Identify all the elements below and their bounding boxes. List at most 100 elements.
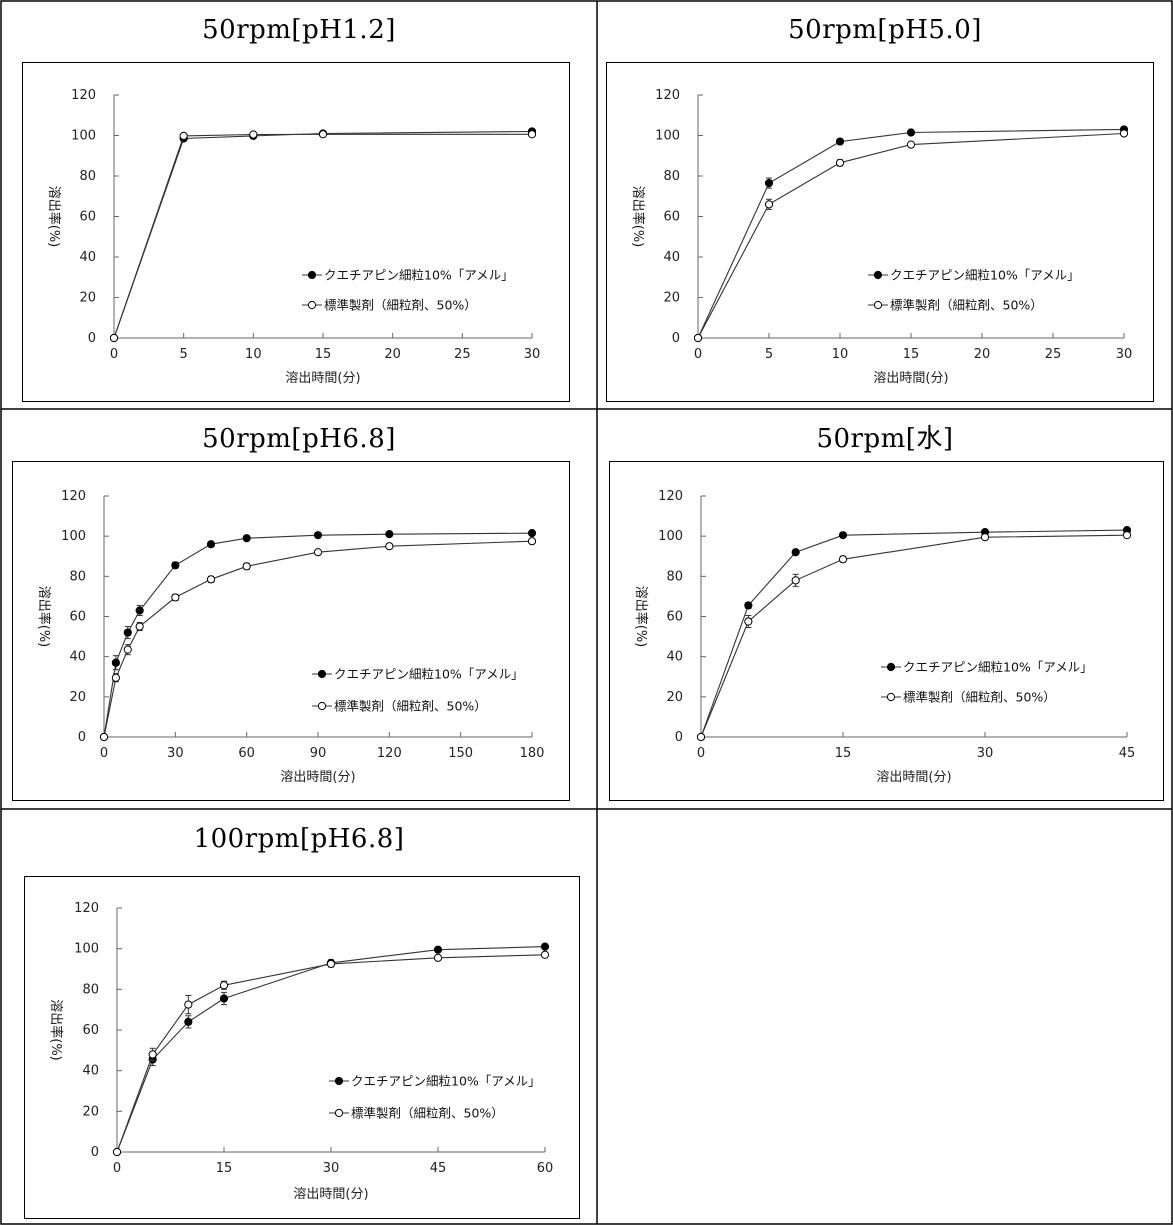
y-tick-label: 20 [663,291,680,306]
x-axis-label: 溶出時間(分) [280,770,355,785]
x-axis-label: 溶出時間(分) [873,371,948,386]
x-tick-label: 30 [167,746,184,761]
y-tick-label: 60 [82,1023,99,1038]
plot-frame [24,876,580,1219]
chart-title: 50rpm[pH1.2] [202,15,396,45]
data-point [184,1000,193,1009]
data-point [111,673,120,682]
data-point [906,128,916,137]
series-line-1 [103,532,533,738]
x-tick-label: 10 [245,347,262,362]
legend-label: クエチアピン細粒10%「アメル」 [903,660,1093,675]
data-point [318,130,328,139]
chart-frame: 0 20 40 60 80 100 120 0 5 10 15 20 25 30 溶出時間(分) 溶出率(%)… [22,62,570,402]
y-tick-label: 0 [78,730,86,745]
y-tick-label: 0 [88,331,96,346]
y-tick-label: 80 [666,569,683,584]
data-point [744,617,753,626]
chart-title: 50rpm[水] [816,424,954,454]
y-tick-label: 60 [666,610,683,625]
x-tick-label: 0 [694,347,702,362]
legend-marker [873,270,883,280]
data-point [219,981,229,990]
y-tick-label: 120 [655,88,680,103]
data-point [1119,129,1129,138]
legend-marker [873,300,883,310]
x-axis-label: 溶出時間(分) [293,1187,368,1202]
x-tick-label: 25 [1045,347,1062,362]
chart-svg: 0 20 40 60 80 100 120 0 15 30 45 溶出時間(分) 溶出率(%) クエチアピ… [609,461,1164,801]
chart-frame: 0 20 40 60 80 100 120 0 15 30 45 60 溶出時間(分) 溶出率(%) クエチ… [24,876,580,1219]
x-tick-label: 5 [180,347,188,362]
x-tick-label: 45 [1119,746,1136,761]
chart-title: 50rpm[pH6.8] [202,424,396,454]
data-point [540,950,550,959]
legend-marker [886,662,896,672]
y-tick-label: 80 [69,569,86,584]
y-tick-label: 100 [74,942,99,957]
data-point [249,130,258,139]
y-tick-label: 60 [79,210,96,225]
plot-frame [606,62,1154,402]
data-point [838,555,848,564]
chart-svg: 0 20 40 60 80 100 120 0 5 10 15 20 25 30 溶出時間(分) 溶出率(%)… [22,62,570,402]
x-tick-label: 10 [832,347,849,362]
data-point [242,562,251,571]
x-axis-label: 溶出時間(分) [876,770,951,785]
legend-label: クエチアピン細粒10%「アメル」 [324,268,514,283]
data-point [835,158,845,167]
data-point [206,540,216,549]
x-tick-label: 150 [448,746,473,761]
y-axis-label: 溶出率(%) [36,586,52,648]
x-tick-label: 180 [520,746,545,761]
legend-label: 標準製剤（細粒剤、50%） [334,699,487,714]
y-axis-label: 溶出率(%) [630,186,646,248]
data-point [219,994,229,1003]
legend-label: 標準製剤（細粒剤、50%） [351,1106,504,1121]
data-point [171,561,180,570]
data-point [1122,531,1132,540]
y-tick-label: 120 [71,88,96,103]
data-point [433,945,443,954]
x-tick-label: 20 [974,347,991,362]
x-tick-label: 25 [454,347,471,362]
data-point [693,333,703,343]
y-tick-label: 40 [666,650,683,665]
y-axis-label: 溶出率(%) [633,586,649,648]
data-point [135,606,144,615]
data-point [123,628,132,637]
legend-marker [317,669,327,679]
x-tick-label: 90 [310,746,327,761]
data-point [99,732,109,742]
y-tick-label: 80 [663,169,680,184]
data-point [123,645,132,654]
y-tick-label: 100 [655,129,680,144]
y-tick-label: 40 [82,1064,99,1079]
data-point [385,542,394,551]
series-line-2 [700,534,1128,738]
x-tick-label: 15 [835,746,852,761]
data-point [980,533,990,542]
y-tick-label: 120 [74,901,99,916]
legend-label: クエチアピン細粒10%「アメル」 [351,1074,541,1089]
chart-title: 50rpm[pH5.0] [788,15,982,45]
plot-frame [12,461,570,801]
x-tick-label: 30 [977,746,994,761]
chart-svg: 0 20 40 60 80 100 120 0 30 60 90 120 150 180 溶出時間(分) 溶出… [12,461,570,801]
data-point [791,576,800,585]
x-tick-label: 0 [113,1161,121,1176]
data-point [906,140,916,149]
data-point [540,942,550,951]
chart-frame: 0 20 40 60 80 100 120 0 30 60 90 120 150 180 溶出時間(分) 溶出… [12,461,570,801]
data-point [242,534,251,543]
y-tick-label: 40 [79,250,96,265]
data-point [112,1147,122,1157]
x-tick-label: 60 [537,1161,554,1176]
chart-cell-50rpm-water: 50rpm[水] 0 20 40 60 80 100 120 0 15 30 45 溶出時間(分) 溶出… [597,409,1173,810]
x-axis-label: 溶出時間(分) [285,371,360,386]
legend-label: 標準製剤（細粒剤、50%） [903,690,1056,705]
legend-label: クエチアピン細粒10%「アメル」 [890,268,1080,283]
chart-cell-100rpm-ph6-8: 100rpm[pH6.8] 0 20 40 60 80 100 120 0 15 30 45 60 溶出… [0,809,598,1225]
data-point [791,548,800,557]
